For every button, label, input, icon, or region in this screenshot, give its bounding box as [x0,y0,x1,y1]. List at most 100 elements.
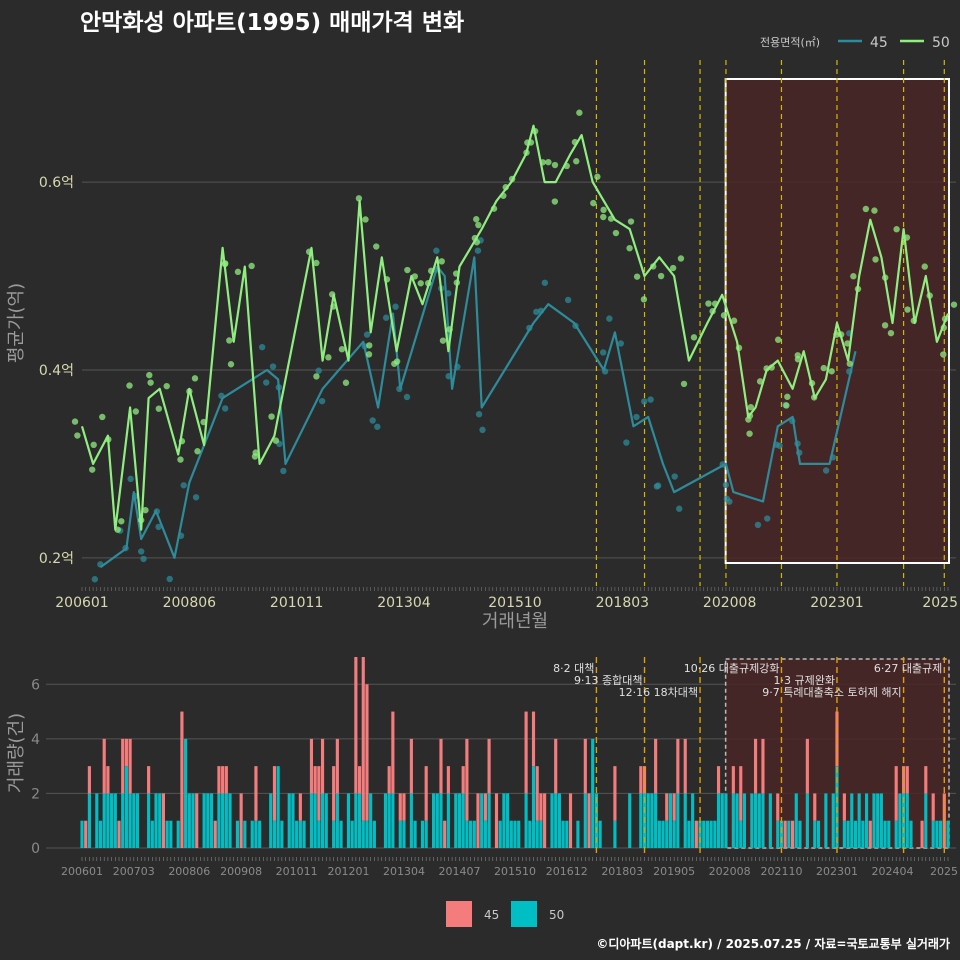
bar [731,766,735,794]
data-point [404,266,411,274]
bar [320,738,325,794]
bar [487,738,491,794]
bar [320,793,325,848]
bar [657,820,661,848]
y-axis-title-bottom: 거래량(건) [6,713,27,793]
series-50 [71,109,958,533]
data-point [633,413,640,421]
bar [324,793,328,848]
bar [709,820,713,848]
legend-label: 50 [549,908,564,922]
bar [683,738,687,794]
bar [776,820,780,848]
data-point [363,331,371,338]
data-point [794,352,801,359]
bar [439,793,443,848]
data-point [140,555,147,563]
bar [924,766,928,794]
x-tick-label: 201011 [270,595,323,611]
data-point [248,262,255,270]
bar [805,738,809,794]
bar [365,820,369,848]
data-point [369,417,376,424]
bar [498,820,502,848]
bar [798,820,802,848]
bar [87,766,91,794]
bar [424,766,428,821]
x-tick-label: 202008 [703,595,756,611]
data-point [677,255,685,262]
bar [816,820,821,848]
chart-title: 안막화성 아파트(1995) 매매가격 변화 [80,10,464,36]
data-point [439,337,447,344]
bar [409,793,413,848]
data-point [269,363,277,370]
y-tick-label: 0.2억 [39,551,74,567]
data-point [127,475,134,483]
bar [502,793,506,848]
bar [191,793,195,848]
bar [354,657,358,794]
data-point [74,432,81,439]
bar [250,820,254,848]
bar [872,793,876,848]
bar [813,793,817,821]
bar [361,820,365,848]
bar [739,766,743,821]
data-point [147,379,154,386]
bar [776,793,780,821]
bar [124,738,128,767]
x-tick-label: 201011 [276,865,318,878]
data-point [177,456,184,463]
data-point [313,259,320,267]
bar [591,738,595,848]
bar [354,793,358,848]
data-point [90,441,97,449]
bar [291,793,295,848]
bar [317,766,321,821]
event-label: 6·27 대출규제 [874,662,942,675]
data-point [382,314,390,321]
bar [628,793,632,848]
y-tick-label: 0.4억 [39,363,74,379]
bar [147,793,151,848]
source-caption: ©디아파트(dapt.kr) / 2025.07.25 / 자료=국토교통부 실… [596,936,950,951]
bar [254,766,258,821]
data-point [263,379,270,386]
bar [80,820,84,848]
event-label: 9·13 종합대책 [574,674,642,687]
x-tick-label: 201304 [377,595,431,611]
data-point [850,273,857,280]
bar [790,820,795,848]
data-point [633,273,641,280]
bar [95,793,99,848]
data-point [720,312,728,319]
bar [339,820,343,848]
bar [409,738,413,794]
data-point [606,315,613,322]
data-point [641,398,648,405]
bar [117,820,121,848]
bar [332,766,336,821]
data-point [475,221,482,229]
bar [506,793,510,848]
bar [98,820,103,848]
bar [158,793,162,848]
legend-title: 전용면적(㎡) [760,36,820,49]
data-point [647,396,654,403]
bar [661,820,665,848]
data-point [871,207,878,214]
bar [557,793,561,848]
bar [224,766,228,794]
bar [280,820,284,848]
bar [750,793,754,848]
bar [905,766,909,794]
data-point [479,426,486,434]
bar [813,820,817,848]
data-point [599,349,607,356]
data-point [155,405,163,412]
bar [543,793,547,848]
data-point [272,437,280,444]
bar [335,738,339,794]
